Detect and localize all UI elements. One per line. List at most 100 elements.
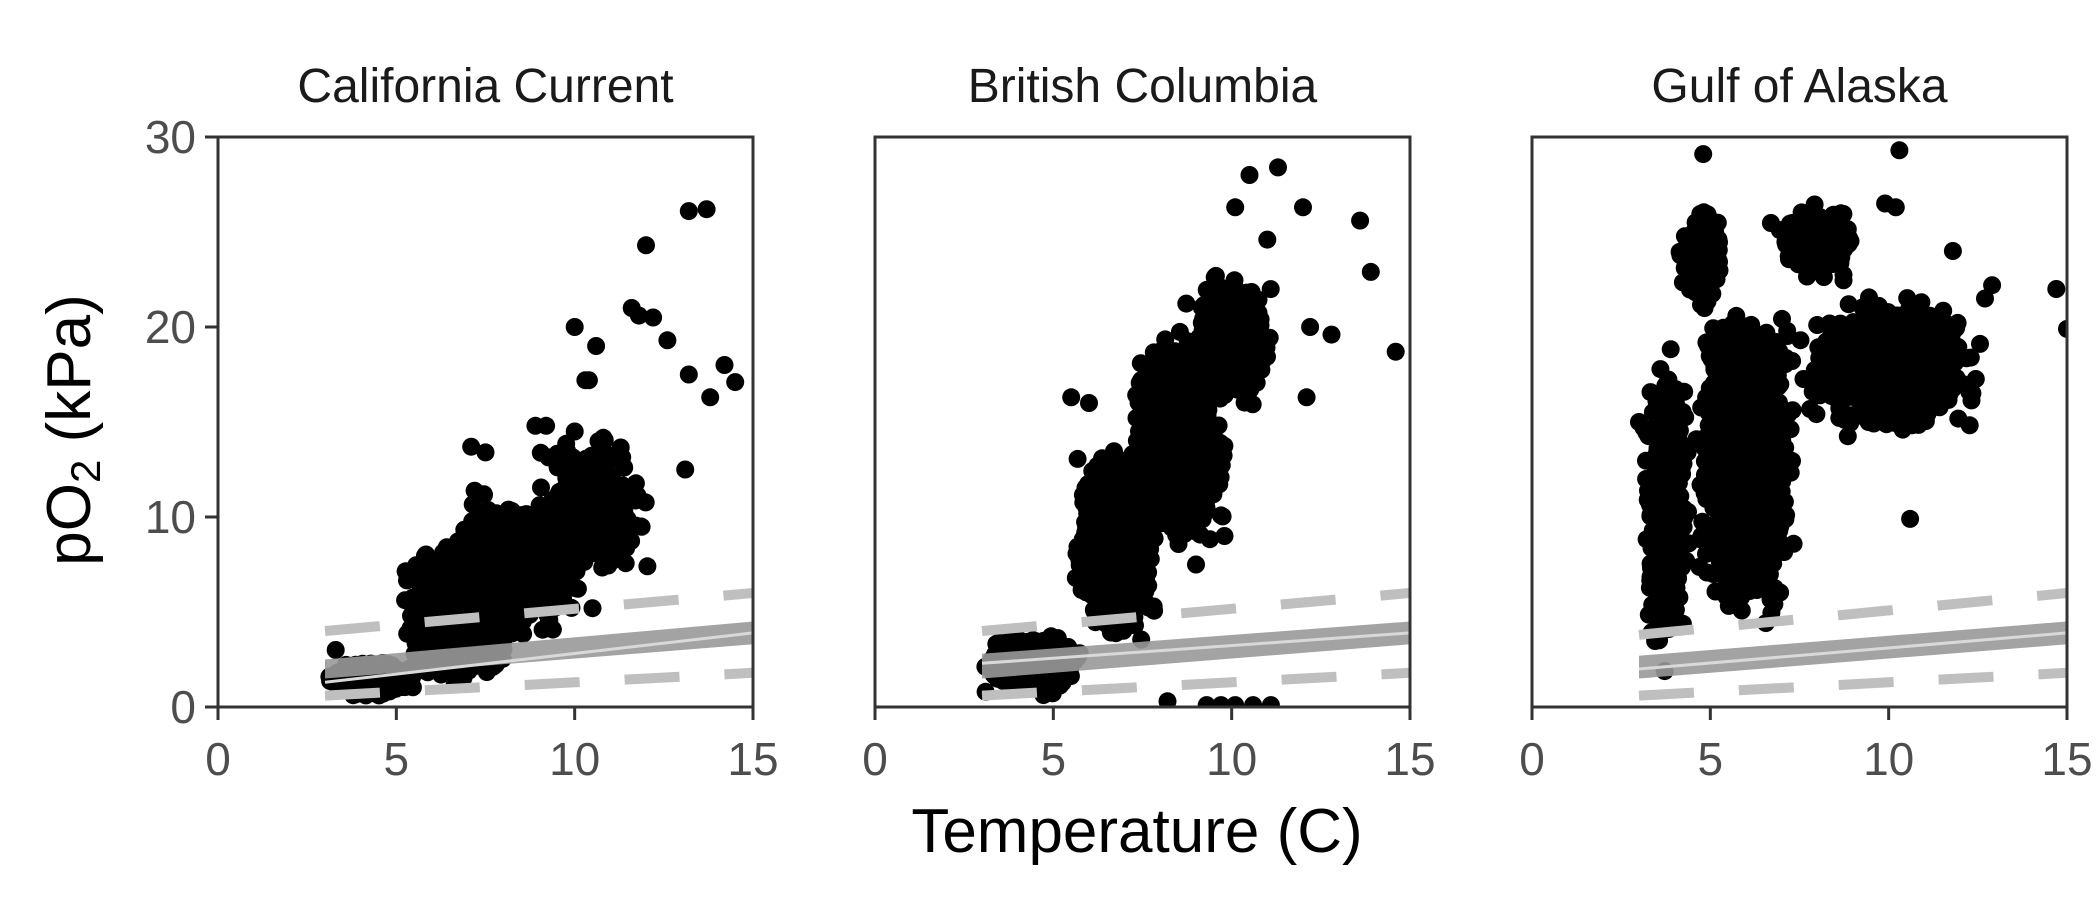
data-point <box>1101 512 1120 530</box>
upper-limit-line <box>324 588 753 636</box>
data-point <box>475 533 494 552</box>
data-point <box>514 564 533 583</box>
data-point <box>534 567 552 586</box>
plot-area <box>976 158 1410 707</box>
data-point <box>482 605 501 624</box>
data-point <box>644 308 663 327</box>
data-point <box>1109 494 1128 513</box>
data-point <box>561 471 580 490</box>
data-point <box>1117 507 1136 526</box>
data-point <box>496 532 514 550</box>
data-point <box>592 539 611 558</box>
x-tick-label: 5 <box>384 733 410 785</box>
panel-title: British Columbia <box>968 60 1318 113</box>
data-point <box>551 559 570 578</box>
y-tick-label: 20 <box>145 301 196 353</box>
y-tick-label: 30 <box>145 111 196 163</box>
y-tick-label: 0 <box>170 681 196 733</box>
data-point <box>541 585 559 604</box>
data-point <box>599 445 618 464</box>
data-point <box>495 606 514 625</box>
data-point <box>679 202 698 221</box>
data-point <box>476 443 495 462</box>
data-point <box>565 318 584 336</box>
data-point <box>480 625 499 644</box>
data-point <box>638 557 657 576</box>
data-point <box>594 428 613 447</box>
confidence-band <box>325 621 753 679</box>
data-point <box>447 629 466 648</box>
data-point <box>1105 571 1124 590</box>
data-point <box>1200 530 1219 549</box>
data-point <box>474 486 493 504</box>
data-point <box>547 514 566 533</box>
data-point <box>565 422 584 441</box>
data-point <box>573 547 592 566</box>
data-point <box>701 388 720 407</box>
data-point <box>326 641 345 659</box>
data-point <box>537 416 556 435</box>
data-point <box>462 437 481 456</box>
data-point <box>446 564 464 583</box>
data-point <box>676 460 695 479</box>
data-point <box>415 633 434 652</box>
data-point <box>626 491 645 510</box>
data-point <box>576 371 595 390</box>
data-point <box>715 356 734 374</box>
fit-line <box>324 631 753 684</box>
point-layer <box>320 200 745 705</box>
data-point <box>1106 624 1125 643</box>
data-point <box>511 525 530 544</box>
data-point <box>457 548 476 566</box>
lower-limit-line <box>324 667 753 701</box>
data-point <box>1145 601 1164 620</box>
data-point <box>1139 550 1157 569</box>
data-point <box>532 478 550 497</box>
x-tick-label: 10 <box>549 733 600 785</box>
data-point <box>632 517 651 536</box>
data-point <box>487 571 506 590</box>
plot-area <box>320 200 753 705</box>
data-point <box>590 501 609 520</box>
data-point <box>1116 583 1135 602</box>
data-point <box>426 565 445 584</box>
data-point <box>431 631 450 650</box>
data-point <box>726 373 745 392</box>
data-point <box>557 457 576 476</box>
data-point <box>577 449 596 468</box>
data-point <box>484 506 503 525</box>
data-point <box>585 470 604 489</box>
point-layer <box>976 158 1405 707</box>
data-point <box>1024 673 1043 692</box>
data-point <box>510 510 529 529</box>
data-point <box>573 521 592 540</box>
data-point <box>993 636 1011 655</box>
data-point <box>568 579 587 598</box>
data-point <box>697 200 716 219</box>
data-point <box>464 628 482 647</box>
data-point <box>599 556 618 575</box>
data-point <box>679 365 698 384</box>
x-tick-label: 15 <box>727 733 778 785</box>
data-point <box>1093 555 1112 574</box>
data-point <box>543 620 562 639</box>
panel-title: California Current <box>297 60 673 113</box>
data-point <box>637 236 655 255</box>
panel-frame <box>216 135 755 709</box>
data-point <box>1105 450 1124 469</box>
data-point <box>551 491 570 510</box>
data-point <box>1106 534 1125 553</box>
x-tick-label: 0 <box>205 733 231 785</box>
data-point <box>1113 552 1132 571</box>
data-point <box>525 551 544 570</box>
data-point <box>548 444 567 463</box>
data-point <box>583 599 602 618</box>
data-point <box>1034 633 1053 652</box>
data-point <box>1091 598 1110 617</box>
data-point <box>1068 449 1087 468</box>
data-point <box>1117 478 1135 497</box>
